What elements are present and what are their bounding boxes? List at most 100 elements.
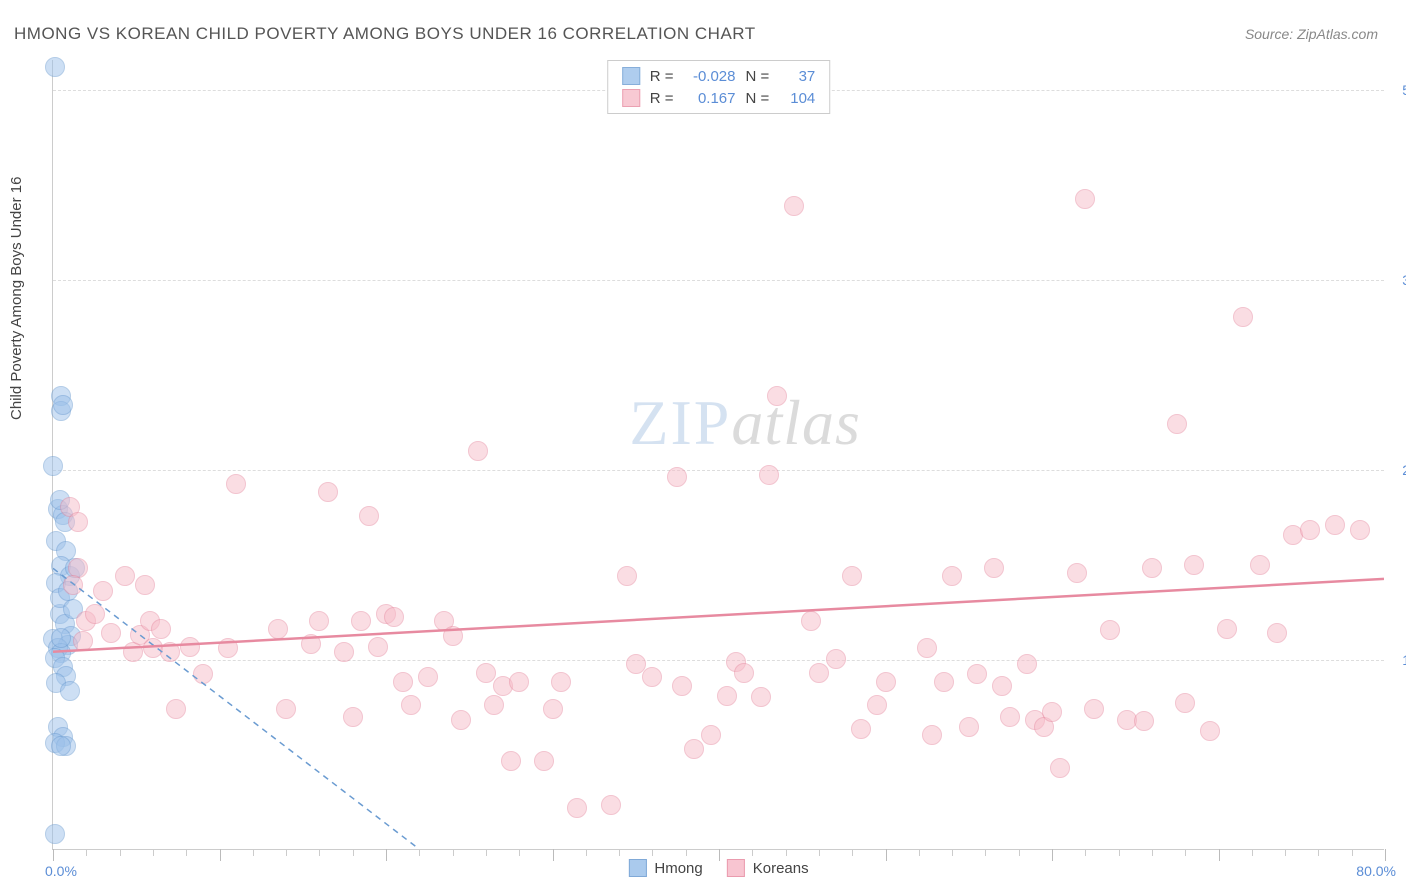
- x-tick-minor: [1152, 849, 1153, 856]
- x-tick-minor: [519, 849, 520, 856]
- scatter-point: [626, 654, 646, 674]
- scatter-point: [63, 575, 83, 595]
- scatter-point: [401, 695, 421, 715]
- scatter-point: [68, 512, 88, 532]
- y-tick-label: 37.5%: [1402, 272, 1406, 288]
- scatter-point: [867, 695, 887, 715]
- scatter-point: [468, 441, 488, 461]
- scatter-point: [717, 686, 737, 706]
- scatter-point: [268, 619, 288, 639]
- scatter-point: [180, 637, 200, 657]
- scatter-point: [193, 664, 213, 684]
- scatter-point: [1017, 654, 1037, 674]
- scatter-point: [1050, 758, 1070, 778]
- stats-legend: R =-0.028N =37R =0.167N =104: [607, 60, 831, 114]
- series-legend: Hmong Koreans: [628, 859, 808, 877]
- gridline: [53, 280, 1384, 281]
- regression-line: [53, 579, 1384, 652]
- x-tick-minor: [453, 849, 454, 856]
- stats-legend-row: R =0.167N =104: [608, 87, 830, 109]
- scatter-point: [166, 699, 186, 719]
- x-tick-major: [1052, 849, 1053, 861]
- scatter-point: [85, 604, 105, 624]
- scatter-point: [734, 663, 754, 683]
- watermark: ZIPatlas: [629, 386, 860, 460]
- x-tick-major: [553, 849, 554, 861]
- gridline: [53, 660, 1384, 661]
- regression-line: [53, 568, 419, 849]
- n-value: 104: [779, 90, 815, 107]
- x-tick-minor: [652, 849, 653, 856]
- scatter-point: [509, 672, 529, 692]
- scatter-point: [1350, 520, 1370, 540]
- scatter-point: [501, 751, 521, 771]
- x-tick-minor: [319, 849, 320, 856]
- x-tick-major: [886, 849, 887, 861]
- scatter-point: [1075, 189, 1095, 209]
- scatter-point: [93, 581, 113, 601]
- scatter-point: [359, 506, 379, 526]
- legend-swatch: [622, 67, 640, 85]
- legend-series-name: Hmong: [654, 860, 702, 877]
- scatter-point: [451, 710, 471, 730]
- x-tick-minor: [1085, 849, 1086, 856]
- x-tick-major: [53, 849, 54, 861]
- x-tick-minor: [952, 849, 953, 856]
- scatter-point: [1300, 520, 1320, 540]
- x-tick-minor: [353, 849, 354, 856]
- x-tick-minor: [1185, 849, 1186, 856]
- scatter-point: [1042, 702, 1062, 722]
- scatter-point: [45, 824, 65, 844]
- legend-item: Hmong: [628, 859, 702, 877]
- source-label: Source: ZipAtlas.com: [1245, 26, 1378, 42]
- scatter-point: [1134, 711, 1154, 731]
- scatter-point: [368, 637, 388, 657]
- gridline: [53, 470, 1384, 471]
- x-tick-minor: [619, 849, 620, 856]
- scatter-point: [484, 695, 504, 715]
- x-axis-max-label: 80.0%: [1356, 863, 1396, 879]
- scatter-point: [351, 611, 371, 631]
- chart-title: HMONG VS KOREAN CHILD POVERTY AMONG BOYS…: [14, 24, 756, 44]
- legend-series-name: Koreans: [753, 860, 809, 877]
- x-tick-minor: [486, 849, 487, 856]
- chart-plot-area: ZIPatlas R =-0.028N =37R =0.167N =104 0.…: [52, 60, 1384, 850]
- scatter-point: [334, 642, 354, 662]
- scatter-point: [767, 386, 787, 406]
- scatter-point: [801, 611, 821, 631]
- scatter-point: [967, 664, 987, 684]
- scatter-point: [476, 663, 496, 683]
- n-label: N =: [746, 68, 770, 85]
- scatter-point: [1142, 558, 1162, 578]
- x-tick-minor: [686, 849, 687, 856]
- scatter-point: [876, 672, 896, 692]
- x-tick-minor: [253, 849, 254, 856]
- x-tick-minor: [1252, 849, 1253, 856]
- scatter-point: [318, 482, 338, 502]
- scatter-point: [226, 474, 246, 494]
- scatter-point: [1217, 619, 1237, 639]
- scatter-point: [1267, 623, 1287, 643]
- scatter-point: [543, 699, 563, 719]
- scatter-point: [984, 558, 1004, 578]
- x-tick-minor: [419, 849, 420, 856]
- legend-item: Koreans: [727, 859, 809, 877]
- r-label: R =: [650, 68, 674, 85]
- scatter-point: [684, 739, 704, 759]
- scatter-point: [1175, 693, 1195, 713]
- scatter-point: [784, 196, 804, 216]
- scatter-point: [1325, 515, 1345, 535]
- scatter-point: [443, 626, 463, 646]
- scatter-point: [160, 642, 180, 662]
- scatter-point: [942, 566, 962, 586]
- scatter-point: [959, 717, 979, 737]
- scatter-point: [1184, 555, 1204, 575]
- scatter-point: [601, 795, 621, 815]
- scatter-point: [151, 619, 171, 639]
- scatter-point: [51, 628, 71, 648]
- r-value: -0.028: [684, 68, 736, 85]
- y-tick-label: 12.5%: [1402, 652, 1406, 668]
- scatter-point: [809, 663, 829, 683]
- scatter-point: [917, 638, 937, 658]
- x-tick-major: [1219, 849, 1220, 861]
